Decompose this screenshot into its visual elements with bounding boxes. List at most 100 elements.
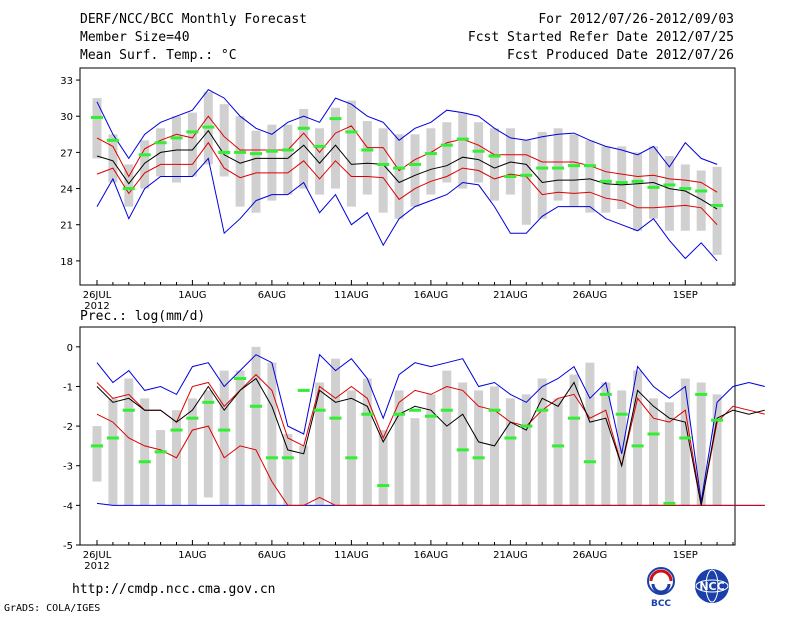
- ensemble-box: [251, 346, 261, 506]
- y-tick-label: 24: [60, 185, 73, 196]
- ensemble-box: [442, 370, 452, 506]
- bcc-logo: BCC: [647, 567, 675, 609]
- x-tick-label: 26JUL: [83, 290, 112, 301]
- climatology-marker: [218, 428, 231, 432]
- ncc-logo-text: NCC: [699, 580, 724, 593]
- ensemble-box: [394, 134, 404, 219]
- max-line: [96, 353, 765, 502]
- x-tick-label: 16AUG: [414, 290, 449, 301]
- ensemble-box: [251, 130, 261, 213]
- climatology-marker: [520, 173, 533, 177]
- climatology-marker: [218, 150, 231, 154]
- ensemble-box: [617, 146, 627, 210]
- climatology-marker: [345, 130, 358, 134]
- member-size: Member Size=40: [80, 30, 190, 45]
- climatology-marker: [170, 136, 183, 140]
- climatology-marker: [679, 187, 692, 191]
- climatology-marker: [504, 175, 517, 178]
- climatology-marker: [552, 444, 565, 448]
- ensemble-box: [617, 390, 627, 506]
- climatology-marker: [329, 416, 342, 420]
- ensemble-box: [331, 358, 340, 506]
- ensemble-box: [362, 378, 372, 506]
- climatology-marker: [234, 377, 247, 381]
- climatology-marker: [345, 456, 358, 460]
- climatology-marker: [520, 424, 533, 428]
- climatology-marker: [234, 150, 247, 154]
- forecast-period: For 2012/07/26-2012/09/03: [538, 12, 734, 27]
- ensemble-box: [140, 140, 150, 189]
- climatology-marker: [615, 181, 628, 185]
- min-line: [96, 157, 718, 262]
- ensemble-box: [156, 430, 166, 506]
- ensemble-box: [283, 124, 293, 195]
- ensemble-box: [442, 122, 452, 183]
- climatology-marker: [91, 444, 103, 448]
- logos: BCC NCC: [647, 567, 729, 609]
- ensemble-box: [664, 402, 674, 506]
- ensemble-box: [299, 108, 309, 189]
- ensemble-box: [474, 390, 484, 506]
- ensemble-box: [712, 166, 722, 255]
- climatology-marker: [361, 412, 374, 416]
- ensemble-box: [633, 370, 643, 506]
- ensemble-box: [458, 112, 468, 189]
- ensemble-box: [187, 112, 197, 177]
- climatology-marker: [250, 404, 262, 408]
- ensemble-box: [426, 128, 436, 195]
- climatology-marker: [695, 189, 708, 193]
- ensemble-box: [410, 134, 420, 207]
- x-tick-label: 26AUG: [573, 290, 608, 301]
- climatology-marker: [695, 392, 708, 396]
- ensemble-box: [521, 140, 531, 225]
- climatology-marker: [106, 436, 119, 440]
- ensemble-box: [187, 398, 197, 506]
- climatology-marker: [154, 450, 167, 454]
- y-tick-label: 33: [60, 76, 73, 87]
- x-tick-label: 21AUG: [493, 550, 528, 561]
- upper-percentile-line: [96, 373, 765, 506]
- ensemble-box: [315, 128, 325, 195]
- ensemble-box: [505, 398, 515, 506]
- ensemble-box: [537, 378, 547, 506]
- climatology-marker: [599, 392, 612, 396]
- ensemble-box: [553, 398, 563, 506]
- x-tick-label: 1AUG: [178, 550, 206, 561]
- ensemble-box: [569, 134, 579, 207]
- y-tick-label: 21: [60, 221, 73, 232]
- climatology-marker: [504, 436, 517, 440]
- variable-label: Mean Surf. Temp.: °C: [80, 48, 237, 63]
- y-tick-label: -2: [63, 422, 73, 433]
- ensemble-box: [331, 107, 340, 189]
- ensemble-box: [490, 128, 499, 201]
- climatology-marker: [568, 164, 580, 168]
- x-year-label: 2012: [84, 561, 109, 572]
- ensemble-box: [219, 104, 229, 177]
- climatology-marker: [281, 456, 294, 460]
- climatology-marker: [313, 408, 326, 412]
- climatology-marker: [138, 153, 151, 157]
- y-tick-label: -1: [63, 382, 73, 393]
- climatology-marker: [536, 166, 549, 170]
- ensemble-box: [505, 128, 515, 195]
- climatology-marker: [122, 187, 135, 191]
- x-tick-label: 11AUG: [334, 550, 369, 561]
- source-url[interactable]: http://cmdp.ncc.cma.gov.cn: [72, 582, 276, 597]
- ensemble-box: [410, 418, 420, 506]
- ensemble-box: [140, 398, 150, 506]
- ensemble-box: [203, 390, 213, 498]
- ensemble-box: [346, 100, 356, 207]
- y-tick-label: -4: [63, 501, 73, 512]
- y-tick-label: -3: [63, 462, 73, 473]
- climatology-marker: [440, 408, 453, 412]
- climatology-marker: [711, 203, 724, 207]
- x-tick-label: 26JUL: [83, 550, 112, 561]
- y-tick-label: 0: [67, 343, 73, 354]
- climatology-marker: [313, 144, 326, 148]
- x-tick-label: 6AUG: [258, 290, 286, 301]
- ensemble-box: [426, 394, 436, 506]
- climatology-marker: [711, 418, 724, 422]
- climatology-marker: [154, 141, 167, 145]
- climatology-marker: [329, 117, 342, 121]
- climatology-marker: [631, 179, 644, 183]
